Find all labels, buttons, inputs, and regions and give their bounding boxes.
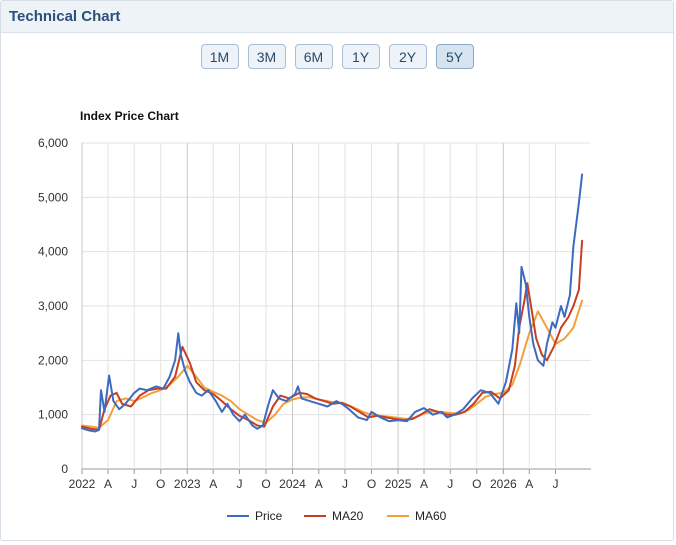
series-line-price [81,173,584,433]
x-tick-label: 2023 [174,477,201,491]
chart-title: Index Price Chart [80,109,179,123]
series-line-ma20 [81,239,584,431]
x-tick-label: 2022 [69,477,96,491]
x-tick-label: J [236,477,242,491]
y-tick-label: 1,000 [38,408,68,422]
range-button-5y[interactable]: 5Y [435,44,474,69]
range-button-1y[interactable]: 1Y [341,44,380,69]
x-tick-label: A [420,477,428,491]
x-tick-label: A [209,477,217,491]
range-button-1m[interactable]: 1M [200,44,239,69]
x-tick-label: A [315,477,323,491]
y-tick-label: 2,000 [38,353,68,367]
range-button-6m[interactable]: 6M [294,44,333,69]
x-tick-label: A [104,477,112,491]
x-tick-label: J [342,477,348,491]
range-button-3m[interactable]: 3M [247,44,286,69]
y-tick-label: 4,000 [38,245,68,259]
panel-title: Technical Chart [9,8,121,25]
x-tick-label: 2025 [385,477,412,491]
x-tick-label: J [447,477,453,491]
panel-header: Technical Chart [1,1,673,33]
x-tick-label: J [131,477,137,491]
x-tick-label: 2026 [490,477,517,491]
x-tick-label: O [261,477,270,491]
x-tick-label: 2024 [279,477,306,491]
x-tick-label: J [553,477,559,491]
legend-label-ma60: MA60 [415,509,447,523]
y-tick-label: 5,000 [38,190,68,204]
legend-label-ma20: MA20 [332,509,364,523]
y-tick-label: 6,000 [38,136,68,150]
x-tick-label: O [367,477,376,491]
x-tick-label: O [156,477,165,491]
y-tick-label: 0 [61,462,68,476]
x-tick-label: O [472,477,481,491]
range-selector: 1M 3M 6M 1Y 2Y 5Y [1,44,673,69]
y-tick-label: 3,000 [38,299,68,313]
series-line-ma60 [81,299,584,429]
legend-label-price: Price [255,509,283,523]
x-tick-label: A [525,477,533,491]
range-button-2y[interactable]: 2Y [388,44,427,69]
